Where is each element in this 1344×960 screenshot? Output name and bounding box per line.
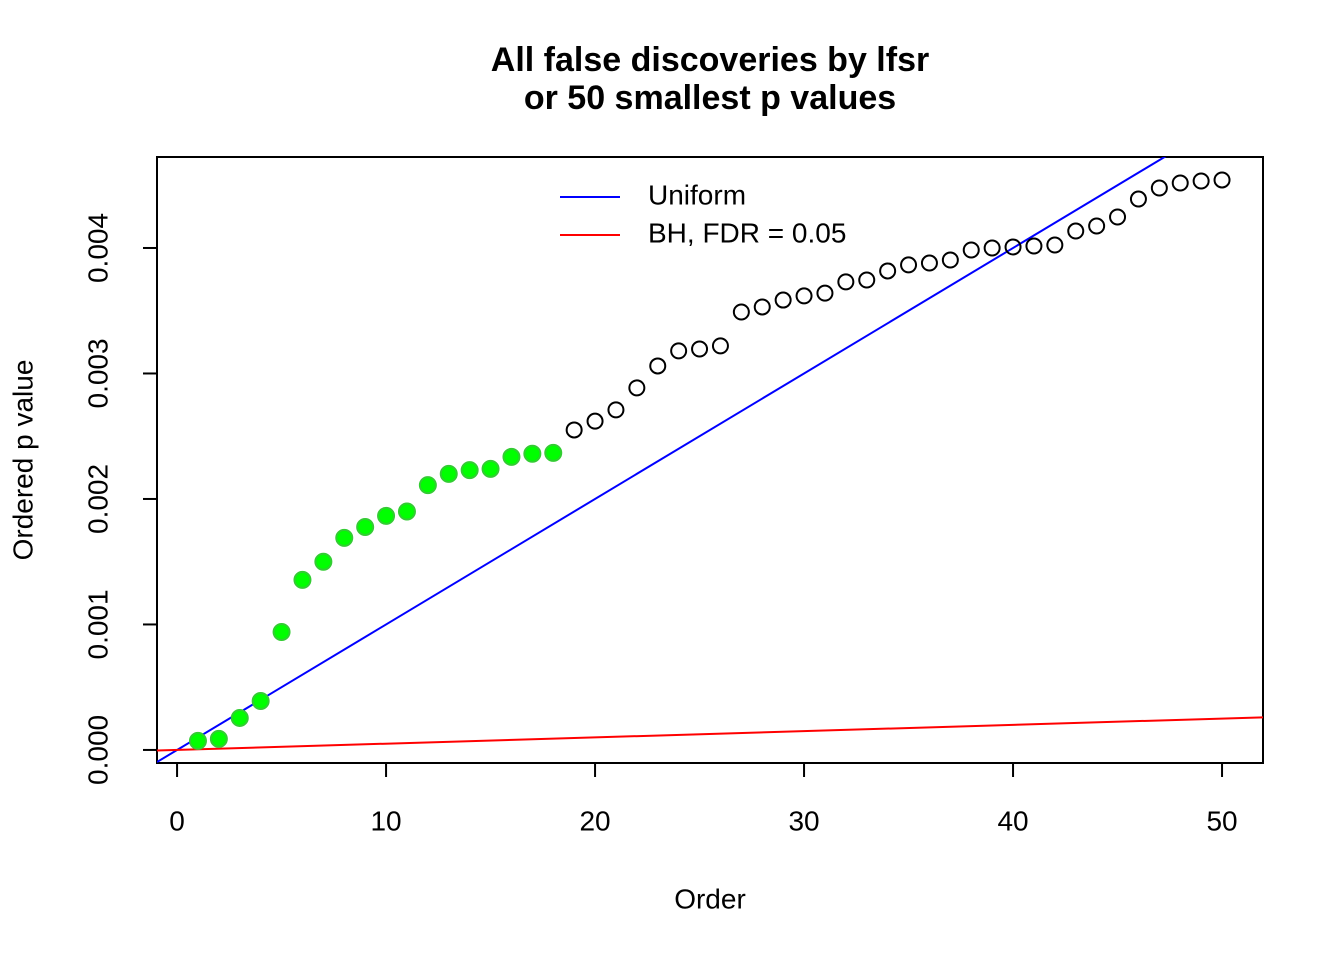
x-tick-label: 30	[788, 805, 819, 836]
plot-frame	[156, 156, 1264, 764]
point	[795, 287, 813, 305]
x-axis-label: Order	[674, 883, 746, 914]
point	[858, 271, 876, 289]
y-tick-label: 0.002	[82, 464, 113, 534]
reference-line	[157, 716, 1263, 752]
point	[1150, 179, 1168, 197]
point	[649, 357, 667, 375]
point	[272, 622, 291, 641]
x-tick-label: 40	[997, 805, 1028, 836]
point	[983, 239, 1001, 257]
point	[586, 412, 604, 430]
y-tick-label: 0.001	[82, 589, 113, 659]
point	[335, 528, 354, 547]
x-tick-label: 10	[370, 805, 401, 836]
y-tick-label: 0.004	[82, 213, 113, 283]
y-tick-label: 0.003	[82, 338, 113, 408]
point	[188, 731, 207, 750]
y-tick-label: 0.000	[82, 715, 113, 785]
point	[523, 444, 542, 463]
point	[544, 443, 563, 462]
point	[460, 461, 479, 480]
point	[1129, 190, 1147, 208]
point	[314, 552, 333, 571]
legend-label: BH, FDR = 0.05	[648, 217, 846, 248]
x-tick-label: 0	[169, 805, 185, 836]
point	[941, 251, 959, 269]
point	[1004, 238, 1022, 256]
point	[670, 342, 688, 360]
point	[565, 421, 583, 439]
point	[920, 254, 938, 272]
point	[900, 256, 918, 274]
point	[251, 692, 270, 711]
point	[439, 464, 458, 483]
point	[1192, 172, 1210, 190]
point	[397, 502, 416, 521]
point	[962, 241, 980, 259]
point	[837, 273, 855, 291]
chart-title: All false discoveries by lfsr	[491, 41, 929, 79]
point	[1046, 236, 1064, 254]
point	[1088, 217, 1106, 235]
chart-title: or 50 smallest p values	[524, 79, 896, 117]
point	[628, 379, 646, 397]
point	[377, 506, 396, 525]
legend-label: Uniform	[648, 179, 746, 210]
point	[502, 447, 521, 466]
reference-line	[157, 157, 1167, 763]
point	[816, 284, 834, 302]
point	[1109, 208, 1127, 226]
point	[1067, 222, 1085, 240]
point	[607, 401, 625, 419]
point	[481, 459, 500, 478]
x-tick-label: 20	[579, 805, 610, 836]
point	[691, 340, 709, 358]
point	[356, 517, 375, 536]
point	[711, 337, 729, 355]
point	[1213, 171, 1231, 189]
point	[418, 476, 437, 495]
point	[1171, 174, 1189, 192]
plot-area	[157, 157, 1263, 763]
x-tick-label: 50	[1206, 805, 1237, 836]
y-axis-label: Ordered p value	[7, 360, 38, 561]
point	[1025, 237, 1043, 255]
point	[732, 303, 750, 321]
point	[774, 291, 792, 309]
point	[230, 708, 249, 727]
point	[879, 262, 897, 280]
point	[293, 570, 312, 589]
point	[753, 298, 771, 316]
point	[209, 729, 228, 748]
